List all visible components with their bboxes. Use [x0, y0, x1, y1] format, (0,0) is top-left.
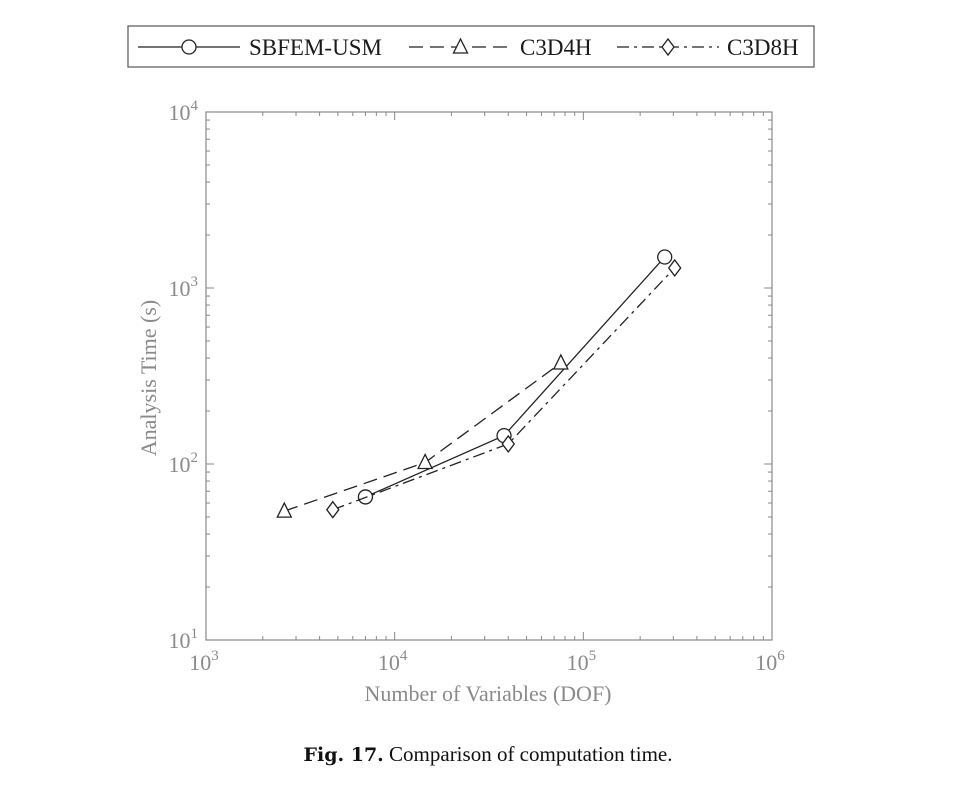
y-tick-label: 102 [169, 450, 199, 477]
y-tick-label: 103 [169, 274, 199, 301]
y-tick-label: 104 [169, 98, 199, 125]
data-point-c3d8h [667, 258, 682, 278]
series-line-sbfem-usm [365, 256, 666, 498]
data-point-c3d8h [501, 434, 516, 454]
caption-label: Fig. 17. [303, 744, 384, 766]
legend-label-c3d8h: C3D8H [727, 35, 799, 60]
legend-label-c3d4h: C3D4H [520, 35, 592, 60]
legend: SBFEM-USM C3D4H C3D8H [127, 25, 815, 68]
x-tick-label: 104 [378, 648, 408, 675]
series-line-c3d4h [284, 362, 562, 512]
x-tick-label: 103 [189, 648, 219, 675]
figure-caption: Fig. 17. Comparison of computation time. [0, 742, 976, 767]
series-line-c3d8h [332, 267, 676, 511]
legend-marker-sbfem-usm [181, 39, 197, 55]
data-point-c3d8h [325, 500, 340, 519]
y-tick-label: 101 [169, 626, 199, 653]
axis-ticks [205, 111, 773, 641]
series-layer [276, 249, 682, 519]
legend-marker-c3d8h [661, 37, 675, 57]
plot-area [205, 111, 773, 641]
x-tick-label: 106 [755, 648, 785, 675]
legend-label-sbfem-usm: SBFEM-USM [249, 35, 382, 60]
data-point-c3d4h [417, 453, 434, 470]
x-axis-label: Number of Variables (DOF) [364, 681, 611, 706]
chart: SBFEM-USM C3D4H C3D8H 103 104 105 10610110210… [127, 25, 815, 706]
legend-marker-c3d4h [452, 37, 469, 54]
data-point-sbfem-usm [657, 249, 673, 265]
x-tick-label: 105 [567, 648, 597, 675]
data-point-c3d4h [552, 353, 569, 370]
y-axis-label: Analysis Time (s) [136, 300, 161, 456]
caption-text: Comparison of computation time. [389, 742, 673, 766]
tick-labels: 103 104 105 106 101 102 103 104 [169, 98, 786, 675]
data-point-c3d4h [276, 501, 293, 518]
